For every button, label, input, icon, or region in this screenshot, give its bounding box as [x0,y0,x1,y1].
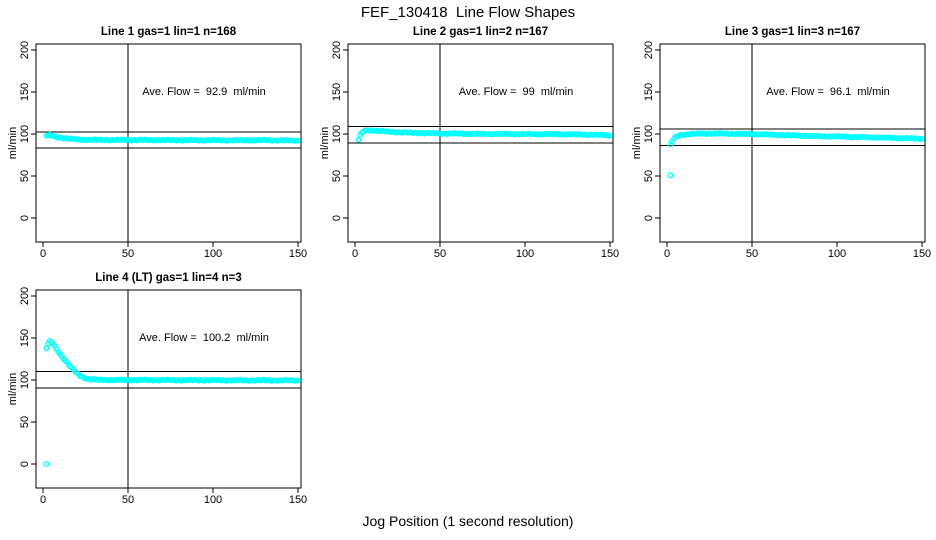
flow-points [355,127,613,143]
y-tick-label: 50 [643,169,655,183]
x-tick-label: 100 [827,248,847,260]
y-tick-label: 100 [331,124,343,144]
y-tick-label: 0 [19,460,31,468]
y-axis-label: ml/min [319,126,331,160]
y-tick-label: 150 [643,82,655,102]
x-axis-title: Jog Position (1 second resolution) [362,513,574,529]
panel-title: Line 4 (LT) gas=1 lin=4 n=3 [95,272,242,284]
x-tick-label: 150 [288,248,308,260]
outlier-point [43,460,50,468]
x-tick-label: 0 [39,494,47,506]
flow-points [667,130,925,179]
flow-plot-2 [343,43,614,247]
flow-plot-4 [31,289,302,493]
x-tick-label: 0 [663,248,671,260]
x-tick-label: 150 [288,494,308,506]
y-tick-label: 200 [331,40,343,60]
x-tick-label: 100 [203,248,223,260]
y-tick-label: 50 [19,169,31,183]
y-tick-label: 150 [19,328,31,348]
panel-title: Line 3 gas=1 lin=3 n=167 [724,26,861,38]
x-tick-label: 50 [433,248,447,260]
y-tick-label: 200 [19,286,31,306]
flow-panel-1: Line 1 gas=1 lin=1 n=168 Ave. Flow = 92.9… [7,22,320,268]
y-tick-label: 100 [19,124,31,144]
panel-title: Line 2 gas=1 lin=2 n=167 [412,26,549,38]
flow-panel-4: Line 4 (LT) gas=1 lin=4 n=3 Ave. Flow = 1… [7,268,320,514]
x-tick-label: 150 [912,248,932,260]
flow-plot-1 [31,43,302,247]
x-tick-label: 50 [121,494,135,506]
ave-flow-label: Ave. Flow = 96.1 ml/min [766,86,890,98]
ave-flow-label: Ave. Flow = 99 ml/min [458,86,574,98]
y-tick-label: 0 [643,214,655,222]
x-tick-label: 50 [745,248,759,260]
main-title: FEF_130418 Line Flow Shapes [360,4,576,21]
y-tick-label: 150 [19,82,31,102]
plot-box [35,43,302,243]
plot-box [659,43,926,243]
y-tick-label: 100 [19,370,31,390]
x-tick-label: 100 [515,248,535,260]
y-tick-label: 0 [19,214,31,222]
flow-points [43,337,301,468]
x-tick-label: 50 [121,248,135,260]
y-tick-label: 200 [643,40,655,60]
y-tick-label: 0 [331,214,343,222]
y-axis-label: ml/min [7,126,19,160]
y-axis-label: ml/min [631,126,643,160]
flow-panel-2: Line 2 gas=1 lin=2 n=167 Ave. Flow = 99 m… [319,22,632,268]
x-tick-label: 0 [351,248,359,260]
ave-flow-label: Ave. Flow = 100.2 ml/min [139,332,269,344]
y-tick-label: 150 [331,82,343,102]
outlier-point [667,172,674,179]
y-tick-label: 50 [19,415,31,429]
flow-points [43,131,301,144]
y-axis-label: ml/min [7,372,19,406]
panel-title: Line 1 gas=1 lin=1 n=168 [100,26,237,38]
flow-panel-3: Line 3 gas=1 lin=3 n=167 Ave. Flow = 96.1… [631,22,936,268]
x-tick-label: 150 [600,248,620,260]
y-tick-label: 200 [19,40,31,60]
flow-plot-3 [655,43,926,247]
x-tick-label: 0 [39,248,47,260]
y-tick-label: 100 [643,124,655,144]
y-tick-label: 50 [331,169,343,183]
ave-flow-label: Ave. Flow = 92.9 ml/min [142,86,266,98]
x-tick-label: 100 [203,494,223,506]
plot-box [35,289,302,489]
